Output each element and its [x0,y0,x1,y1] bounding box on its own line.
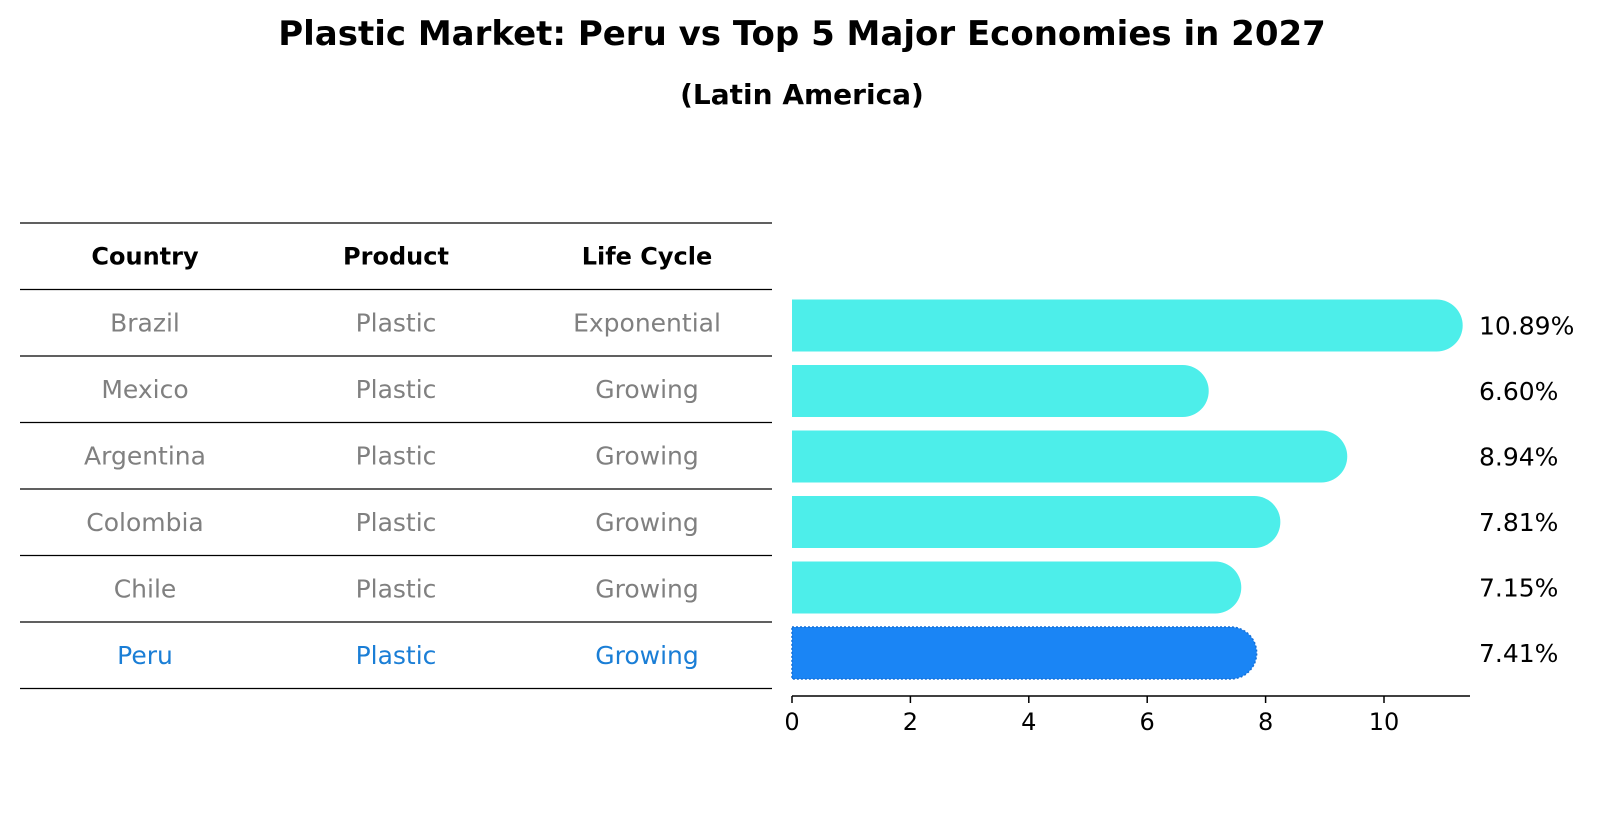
table-header-cell: Country [91,242,199,270]
table-cell: Exponential [573,308,721,337]
table-cell: Plastic [356,641,437,670]
table-cell: Plastic [356,441,437,470]
table-cell: Peru [117,641,173,670]
chart-title: Plastic Market: Peru vs Top 5 Major Econ… [278,14,1326,54]
bar-value-label: 7.41% [1479,639,1558,668]
table-cell: Mexico [101,375,188,404]
table-header-cell: Life Cycle [582,242,713,270]
table-cell: Growing [595,441,699,470]
table-header-cell: Product [343,242,449,270]
bar-value-label: 8.94% [1479,443,1558,472]
table-cell: Brazil [110,308,180,337]
table-cell: Growing [595,641,699,670]
table-cell: Plastic [356,508,437,537]
table-cell: Growing [595,574,699,603]
bar [792,365,1209,417]
bar-value-label: 7.15% [1479,574,1558,603]
table-cell: Plastic [356,308,437,337]
x-tick-label: 8 [1258,708,1273,736]
table-cell: Plastic [356,574,437,603]
table-cell: Argentina [84,441,206,470]
table-cell: Growing [595,375,699,404]
bar-value-label: 10.89% [1479,312,1574,341]
table-cell: Chile [114,574,177,603]
x-tick-label: 10 [1369,708,1400,736]
bar-value-label: 6.60% [1479,377,1558,406]
x-tick-label: 4 [1021,708,1036,736]
x-tick-label: 2 [903,708,918,736]
bar [792,496,1281,548]
table-cell: Colombia [86,508,203,537]
table-cell: Plastic [356,375,437,404]
x-tick-label: 0 [784,708,799,736]
x-tick-label: 6 [1140,708,1155,736]
bar-highlight [791,626,1258,680]
bar-value-label: 7.81% [1479,508,1558,537]
table-cell: Growing [595,508,699,537]
bar [792,561,1242,614]
bar [792,299,1463,352]
chart-subtitle: (Latin America) [680,78,924,111]
bar [792,430,1348,483]
